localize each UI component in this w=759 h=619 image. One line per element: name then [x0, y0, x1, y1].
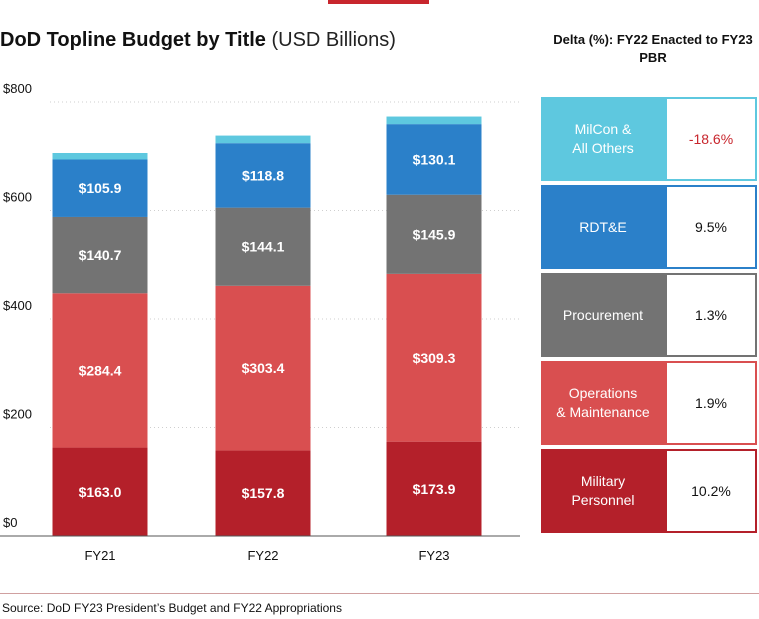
legend-delta-milpers: 10.2% — [665, 449, 757, 533]
legend-delta-om: 1.9% — [665, 361, 757, 445]
top-accent-bar — [328, 0, 429, 4]
data-label: $130.1 — [413, 151, 456, 167]
data-label: $309.3 — [413, 350, 456, 366]
bar-segment — [52, 293, 148, 448]
legend-delta-milcon: -18.6% — [665, 97, 757, 181]
bar-segment — [215, 143, 311, 208]
bar-segment — [386, 194, 482, 274]
bar-segment — [52, 159, 148, 217]
legend-swatch-om: Operations & Maintenance — [541, 361, 665, 445]
bar-segment — [386, 441, 482, 536]
legend-swatch-milcon: MilCon & All Others — [541, 97, 665, 181]
data-label: $173.9 — [413, 481, 456, 497]
data-label: $303.4 — [242, 360, 285, 376]
data-label: $105.9 — [79, 180, 122, 196]
source-note: Source: DoD FY23 President’s Budget and … — [2, 601, 342, 615]
legend-row-milcon: MilCon & All Others -18.6% — [541, 97, 757, 181]
legend-label-line2: Personnel — [571, 492, 635, 508]
data-label: $144.1 — [242, 239, 285, 255]
bar-segment — [215, 450, 311, 536]
data-label: $118.8 — [242, 167, 284, 183]
x-tick-label: FY22 — [247, 548, 278, 563]
bar-segment — [52, 152, 148, 160]
bar-segment — [215, 135, 311, 144]
legend-label-line1: Operations — [568, 385, 638, 401]
legend-row-rdte: RDT&E 9.5% — [541, 185, 757, 269]
stacked-bar-chart: $0 $200 $400 $600 $800 $163.0 $284.4 $140.7 $105… — [0, 81, 520, 563]
legend-delta-procurement: 1.3% — [665, 273, 757, 357]
y-tick-label: $800 — [3, 81, 32, 96]
legend-swatch-milpers: Military Personnel — [541, 449, 665, 533]
y-tick-label: $600 — [3, 190, 32, 205]
legend-row-milpers: Military Personnel 10.2% — [541, 449, 757, 533]
bar-segment — [215, 285, 311, 451]
legend-label-line1: Procurement — [562, 306, 644, 323]
bar-segment — [52, 216, 148, 294]
legend-delta-rdte: 9.5% — [665, 185, 757, 269]
legend-swatch-procurement: Procurement — [541, 273, 665, 357]
bar-segment — [386, 116, 482, 125]
bar-segment — [386, 273, 482, 442]
chart-title-units: (USD Billions) — [271, 29, 396, 51]
y-tick-label: $400 — [3, 298, 32, 313]
y-tick-label: $200 — [3, 407, 32, 422]
legend-label-line1: Military — [580, 473, 626, 489]
x-tick-label: FY21 — [84, 548, 115, 563]
legend-label-line2: & Maintenance — [556, 404, 650, 420]
data-label: $140.7 — [79, 247, 122, 263]
data-label: $284.4 — [79, 362, 122, 378]
delta-heading: Delta (%): FY22 Enacted to FY23 PBR — [553, 32, 753, 65]
chart-title: DoD Topline Budget by Title (USD Billion… — [0, 29, 396, 52]
chart-title-main: DoD Topline Budget by Title — [0, 29, 266, 51]
legend-label-line1: MilCon & — [574, 121, 632, 137]
data-label: $157.8 — [242, 485, 285, 501]
bar-segment — [386, 124, 482, 195]
legend-row-om: Operations & Maintenance 1.9% — [541, 361, 757, 445]
legend-label-line1: RDT&E — [579, 218, 627, 235]
data-label: $145.9 — [413, 226, 456, 242]
y-tick-label: $0 — [3, 515, 17, 530]
legend-swatch-rdte: RDT&E — [541, 185, 665, 269]
x-tick-label: FY23 — [418, 548, 449, 563]
bar-segment — [52, 447, 148, 536]
data-label: $163.0 — [79, 484, 122, 500]
footer-divider — [0, 593, 759, 594]
bar-segment — [215, 207, 311, 286]
legend-row-procurement: Procurement 1.3% — [541, 273, 757, 357]
legend-label-line2: All Others — [572, 140, 634, 156]
